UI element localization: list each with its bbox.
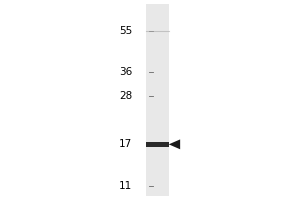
Text: 11: 11 <box>119 181 132 191</box>
Polygon shape <box>169 139 180 149</box>
Text: 17: 17 <box>119 139 132 149</box>
Text: 36: 36 <box>119 67 132 77</box>
Text: 55: 55 <box>119 26 132 36</box>
Text: 28: 28 <box>119 91 132 101</box>
Bar <box>146 142 169 147</box>
Bar <box>146 4 169 196</box>
